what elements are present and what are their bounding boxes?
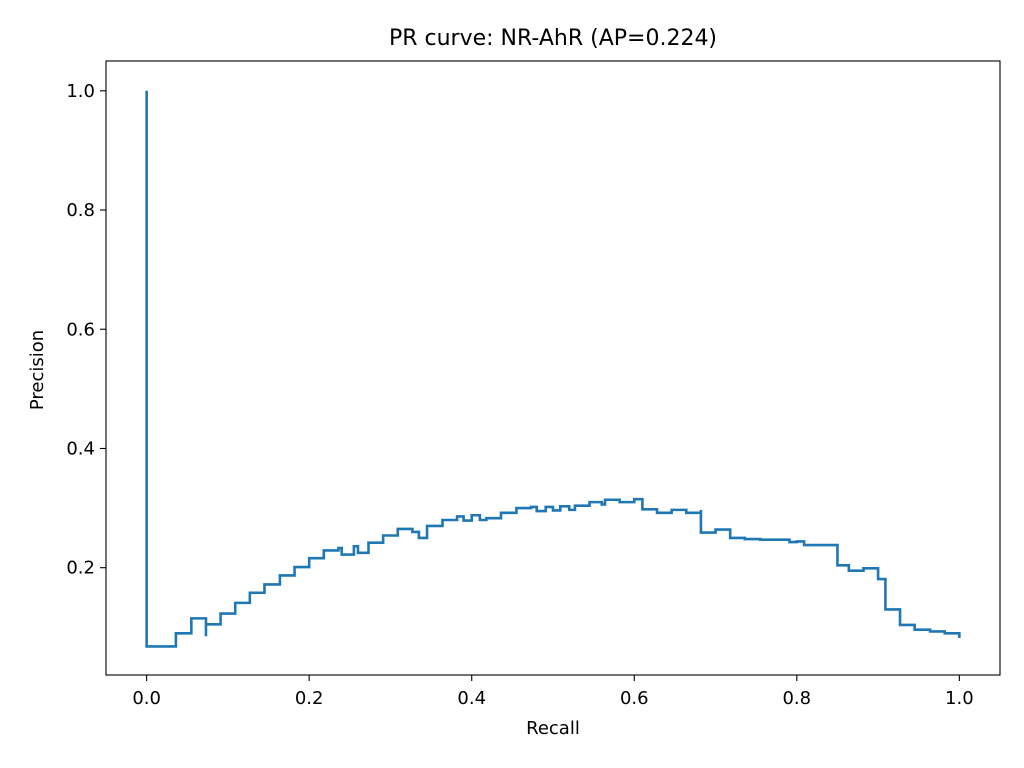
y-tick-label: 1.0 <box>66 81 95 102</box>
x-axis-label: Recall <box>526 718 580 739</box>
y-axis-label: Precision <box>27 330 48 410</box>
y-tick-label: 0.2 <box>66 558 95 579</box>
y-tick-label: 0.4 <box>66 438 95 459</box>
plot-frame <box>105 60 1001 676</box>
y-tick-label: 0.8 <box>66 200 95 221</box>
x-tick-label: 1.0 <box>945 688 974 709</box>
x-tick-label: 0.2 <box>295 688 324 709</box>
chart-title: PR curve: NR-AhR (AP=0.224) <box>389 26 717 51</box>
x-tick-label: 0.0 <box>132 688 161 709</box>
x-tick-label: 0.6 <box>620 688 649 709</box>
plot-area: 0.0 0.2 0.4 0.6 0.8 1.0 0.2 0.4 0.6 0.8 1.0 <box>66 60 1001 709</box>
x-tick-label: 0.4 <box>457 688 486 709</box>
x-tick-label: 0.8 <box>782 688 811 709</box>
y-tick-label: 0.6 <box>66 319 95 340</box>
pr-curve-line <box>145 90 961 648</box>
